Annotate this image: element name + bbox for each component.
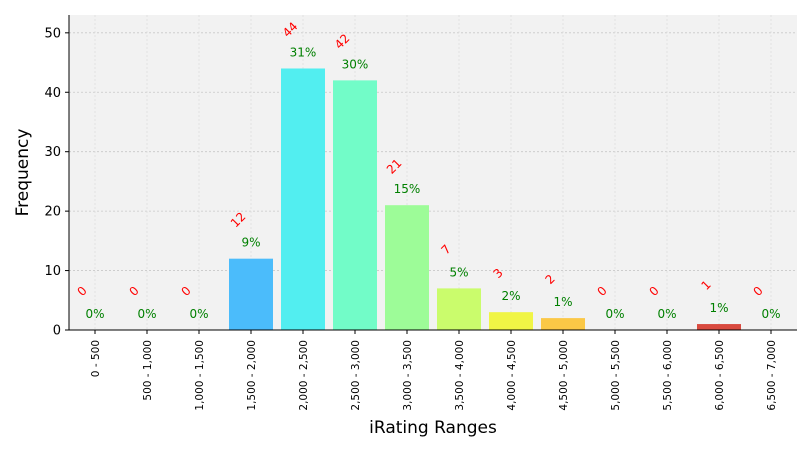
- x-tick-label: 2,000 - 2,500: [298, 340, 310, 411]
- grid-lines: [69, 15, 797, 331]
- x-tick-label: 500 - 1,000: [142, 340, 154, 401]
- y-tick-label: 10: [44, 264, 61, 279]
- x-tick-label: 6,500 - 7,000: [766, 340, 778, 411]
- y-tick-label: 50: [44, 26, 61, 41]
- bar: [541, 318, 585, 330]
- y-axis-title: Frequency: [13, 129, 33, 217]
- y-tick-label: 40: [44, 86, 61, 101]
- plot-area: [69, 15, 797, 330]
- percent-label: 2%: [501, 289, 520, 303]
- x-tick-label: 2,500 - 3,000: [350, 340, 362, 411]
- x-tick-label: 3,500 - 4,000: [454, 340, 466, 411]
- x-tick-label: 1,000 - 1,500: [194, 340, 206, 411]
- percent-label: 0%: [657, 307, 676, 321]
- bar: [385, 205, 429, 330]
- x-tick-label: 3,000 - 3,500: [402, 340, 414, 411]
- y-tick-label: 20: [44, 205, 61, 220]
- percent-label: 1%: [709, 301, 728, 315]
- percent-label: 0%: [85, 307, 104, 321]
- x-tick-label: 4,000 - 4,500: [506, 340, 518, 411]
- bar: [229, 258, 273, 330]
- percent-label: 0%: [137, 307, 156, 321]
- bars: [229, 68, 741, 331]
- x-tick-label: 0 - 500: [90, 340, 102, 377]
- percent-label: 30%: [342, 57, 369, 71]
- bar: [489, 312, 533, 330]
- percent-label: 0%: [189, 307, 208, 321]
- percent-label: 0%: [761, 307, 780, 321]
- y-tick-label: 30: [44, 145, 61, 160]
- percent-label: 15%: [394, 182, 421, 196]
- percent-label: 9%: [241, 236, 260, 250]
- percent-label: 1%: [553, 295, 572, 309]
- x-tick-label: 1,500 - 2,000: [246, 340, 258, 411]
- percent-label: 5%: [449, 265, 468, 279]
- bar: [281, 68, 325, 330]
- x-tick-label: 6,000 - 6,500: [714, 340, 726, 411]
- x-tick-label: 5,500 - 6,000: [662, 340, 674, 411]
- percent-label: 0%: [605, 307, 624, 321]
- y-tick-label: 0: [53, 324, 61, 339]
- x-axis-title: iRating Ranges: [369, 418, 497, 438]
- bar: [333, 80, 377, 331]
- x-tick-label: 4,500 - 5,000: [558, 340, 570, 411]
- percent-label: 31%: [290, 45, 317, 59]
- axes: 0 10 20 30 40 50 0 - 500 500 - 1,000 1,000 - 1,5…: [44, 15, 797, 411]
- bar: [437, 288, 481, 330]
- bar: [697, 324, 741, 330]
- x-tick-label: 5,000 - 5,500: [610, 340, 622, 411]
